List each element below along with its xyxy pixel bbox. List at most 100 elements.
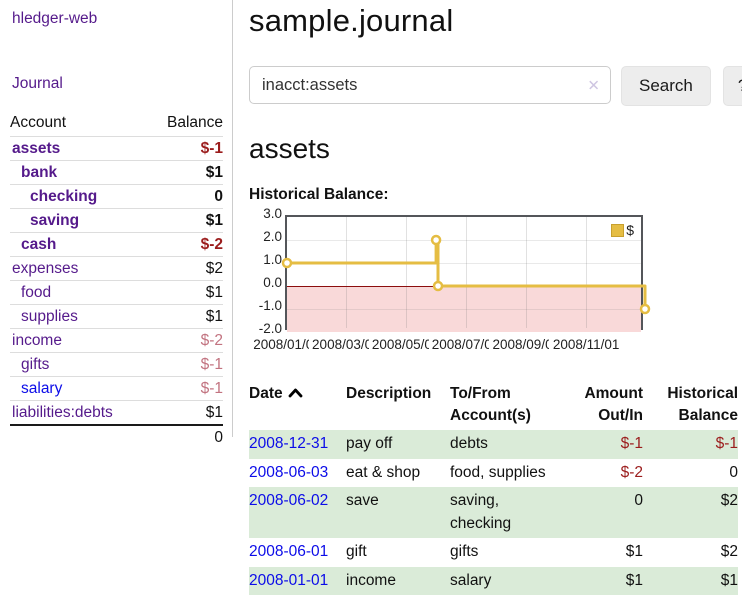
chart-gridline-h [287, 263, 641, 264]
register-description: pay off [346, 430, 450, 459]
register-amount: 0 [558, 487, 643, 539]
clear-search-icon[interactable]: ✕ [587, 77, 600, 95]
account-link[interactable]: cash [21, 235, 57, 253]
account-balance: $-1 [147, 376, 223, 401]
chart-legend: $ [611, 222, 634, 238]
account-balance: $-1 [147, 352, 223, 377]
register-accounts: debts [450, 430, 558, 459]
search-box: ✕ [249, 66, 611, 106]
register-description: eat & shop [346, 463, 421, 481]
register-amount: $1 [625, 543, 643, 561]
register-description: save [346, 487, 450, 539]
x-tick-label: 2008/05/01 [368, 337, 443, 352]
register-row: 2008-06-01 gift gifts $1 $2 [249, 538, 738, 566]
register-date-link[interactable]: 2008-01-01 [249, 571, 329, 589]
x-tick-label: 2008/03/01 [308, 337, 383, 352]
account-row: gifts $-1 [10, 352, 223, 377]
data-point-marker [432, 280, 444, 292]
account-link[interactable]: expenses [12, 259, 79, 277]
register-header-description: Description [346, 385, 432, 402]
y-tick-label: 3.0 [263, 206, 282, 221]
brand-link[interactable]: hledger-web [12, 10, 98, 27]
chart-gridline-h [287, 309, 641, 310]
account-link[interactable]: liabilities:debts [12, 403, 113, 421]
account-row: bank $1 [10, 160, 223, 185]
register-balance: $2 [643, 487, 738, 539]
y-tick-label: 1.0 [263, 252, 282, 267]
account-row: expenses $2 [10, 256, 223, 281]
account-link[interactable]: salary [21, 379, 63, 397]
account-balance: 0 [147, 184, 223, 209]
accounts-header-account: Account [10, 114, 67, 131]
account-balance: $1 [147, 208, 223, 233]
search-form: ✕ Search ? [249, 66, 742, 106]
register-balance: $1 [643, 566, 738, 595]
historical-balance-chart: 3.0 2.0 1.0 0.0 -1.0 -2.0 $ 2008/01/01 2008/03… [249, 206, 742, 365]
legend-swatch [611, 223, 625, 237]
account-link[interactable]: gifts [21, 355, 50, 373]
sort-ascending-icon [288, 385, 303, 402]
legend-label: $ [626, 222, 634, 238]
register-header-balance: Historical Balance [667, 385, 738, 424]
account-link[interactable]: checking [30, 187, 98, 205]
account-balance: $2 [147, 256, 223, 281]
main-content: sample.journal ✕ Search ? assets Histori… [233, 0, 742, 595]
register-header-date[interactable]: Date [249, 382, 346, 430]
register-accounts: food, supplies [450, 463, 546, 481]
account-row: food $1 [10, 280, 223, 305]
account-row: assets $-1 [10, 136, 223, 161]
account-link[interactable]: assets [12, 139, 61, 157]
x-tick-label: 2008/11/01 [549, 337, 624, 352]
account-link[interactable]: bank [21, 163, 58, 181]
register-description: income [346, 566, 450, 595]
help-button[interactable]: ? [722, 66, 742, 106]
chart-y-axis: 3.0 2.0 1.0 0.0 -1.0 -2.0 [249, 206, 282, 336]
y-tick-label: 2.0 [263, 229, 282, 244]
chart-negative-region [287, 286, 641, 332]
register-header-date-label: Date [249, 385, 283, 402]
register-amount: $-2 [620, 463, 643, 481]
register-row: 2008-12-31 pay off debts $-1 $-1 [249, 430, 738, 459]
page-title: sample.journal [249, 3, 454, 38]
search-button[interactable]: Search [621, 66, 711, 106]
x-tick-label: 2008/09/01 [489, 337, 564, 352]
register-row: 2008-06-03 eat & shop food, supplies $-2 0 [249, 459, 738, 487]
register-header-amount: Amount Out/In [584, 385, 643, 424]
account-heading: assets [249, 133, 330, 164]
register-date-link[interactable]: 2008-06-01 [249, 543, 329, 561]
register-date-link[interactable]: 2008-06-02 [249, 492, 329, 510]
register-row: 2008-01-01 income salary $1 $1 [249, 566, 738, 595]
account-row: cash $-2 [10, 232, 223, 257]
register-balance: $-1 [643, 430, 738, 459]
x-tick-label: 2008/01/01 [250, 337, 324, 352]
search-input[interactable] [249, 66, 611, 104]
register-row: 2008-06-02 save saving, checking 0 $2 [249, 487, 738, 539]
register-header-row: Date Description To/From Account(s) Amou… [249, 382, 738, 430]
register-table: Date Description To/From Account(s) Amou… [249, 382, 738, 595]
register-header-accounts: To/From Account(s) [450, 385, 531, 424]
accounts-total-row: 0 [10, 424, 223, 450]
accounts-table-header: Account Balance [10, 112, 223, 137]
register-accounts: saving, checking [450, 487, 558, 539]
account-row: saving $1 [10, 208, 223, 233]
data-point-marker [281, 257, 293, 269]
account-link[interactable]: income [12, 331, 62, 349]
register-date-link[interactable]: 2008-06-03 [249, 463, 329, 481]
account-balance: $1 [147, 304, 223, 329]
chart-gridline-v [345, 217, 347, 328]
register-date-link[interactable]: 2008-12-31 [249, 435, 329, 453]
account-row: salary $-1 [10, 376, 223, 401]
account-link[interactable]: supplies [21, 307, 78, 325]
accounts-header-balance: Balance [166, 114, 223, 131]
register-amount: $-1 [558, 430, 643, 459]
y-tick-label: 0.0 [263, 275, 282, 290]
account-link[interactable]: saving [30, 211, 80, 229]
sidebar: hledger-web Journal Account Balance asse… [0, 0, 233, 450]
account-balance: $1 [147, 400, 223, 425]
register-balance: 0 [729, 463, 738, 481]
account-balance: $1 [147, 280, 223, 305]
register-amount: $1 [558, 566, 643, 595]
account-link[interactable]: food [21, 283, 52, 301]
account-balance: $1 [147, 160, 223, 185]
sidebar-item-journal[interactable]: Journal [12, 75, 63, 92]
